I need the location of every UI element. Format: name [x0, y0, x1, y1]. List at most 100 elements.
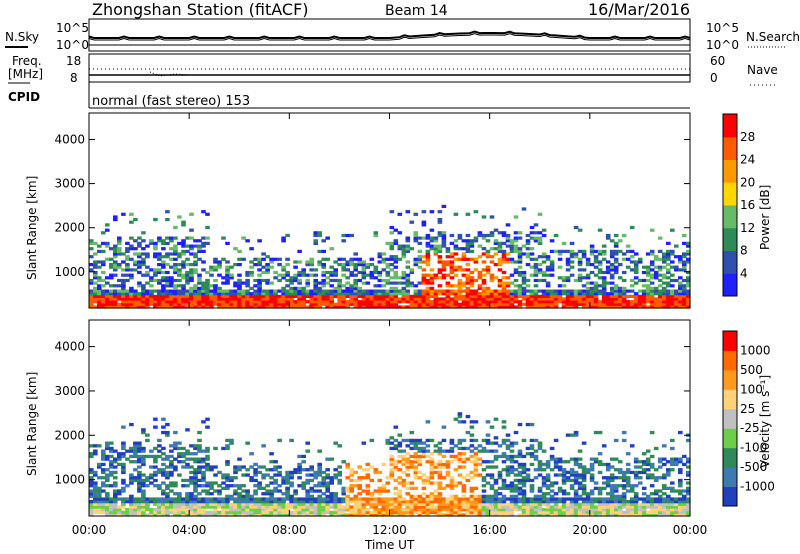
heatmap-cell — [401, 454, 407, 459]
heatmap-cell — [613, 297, 619, 301]
heatmap-cell — [525, 476, 531, 480]
heatmap-cell — [189, 505, 194, 509]
heatmap-cell — [345, 513, 350, 517]
heatmap-cell — [325, 481, 330, 485]
heatmap-cell — [465, 505, 471, 509]
heatmap-cell — [453, 444, 459, 448]
heatmap-cell — [601, 305, 607, 309]
heatmap-cell — [393, 300, 399, 304]
heatmap-cell — [221, 486, 226, 490]
heatmap-cell — [653, 446, 659, 451]
heatmap-cell — [645, 468, 651, 472]
heatmap-cell — [389, 286, 395, 290]
beam-label: Beam 14 — [385, 3, 448, 19]
heatmap-cell — [405, 444, 411, 448]
heatmap-cell — [265, 255, 270, 259]
heatmap-cell — [473, 500, 479, 504]
heatmap-cell — [185, 294, 190, 298]
heatmap-cell — [189, 300, 194, 304]
heatmap-cell — [449, 486, 455, 490]
heatmap-cell — [229, 265, 234, 269]
heatmap-cell — [605, 484, 611, 488]
colorbar-segment — [723, 350, 737, 371]
heatmap-cell — [365, 289, 371, 293]
heatmap-cell — [329, 302, 334, 306]
heatmap-cell — [397, 513, 403, 517]
heatmap-cell — [245, 497, 250, 501]
heatmap-cell — [225, 281, 230, 285]
heatmap-cell — [113, 449, 118, 453]
heatmap-cell — [461, 476, 467, 480]
heatmap-cell — [401, 297, 407, 301]
heatmap-cell — [289, 513, 294, 517]
heatmap-cell — [666, 276, 671, 280]
heatmap-cell — [393, 438, 399, 443]
heatmap-cell — [437, 481, 443, 485]
heatmap-cell — [365, 302, 371, 306]
heatmap-cell — [353, 289, 358, 293]
heatmap-cell — [261, 486, 266, 490]
heatmap-cell — [377, 284, 383, 288]
heatmap-cell — [645, 513, 651, 517]
heatmap-cell — [157, 268, 162, 272]
heatmap-cell — [449, 297, 455, 301]
heatmap-cell — [349, 263, 354, 267]
heatmap-cell — [201, 484, 206, 488]
heatmap-cell — [678, 497, 683, 501]
heatmap-cell — [381, 278, 387, 283]
heatmap-cell — [129, 297, 134, 301]
heatmap-cell — [337, 444, 342, 448]
heatmap-cell — [285, 513, 290, 517]
heatmap-cell — [649, 502, 655, 506]
heatmap-cell — [453, 257, 459, 261]
heatmap-cell — [653, 286, 659, 290]
heatmap-cell — [209, 492, 214, 496]
heatmap-cell — [125, 457, 130, 461]
heatmap-cell — [241, 300, 246, 304]
heatmap-cell — [101, 505, 106, 509]
heatmap-cell — [505, 484, 511, 488]
heatmap-cell — [589, 292, 595, 296]
heatmap-cell — [173, 468, 178, 472]
heatmap-cell — [493, 454, 499, 459]
heatmap-cell — [597, 249, 603, 253]
heatmap-cell — [609, 476, 615, 480]
heatmap-cell — [597, 452, 603, 456]
heatmap-cell — [453, 273, 459, 277]
heatmap-cell — [229, 508, 234, 512]
heatmap-cell — [245, 508, 250, 512]
heatmap-cell — [465, 305, 471, 309]
heatmap-cell — [245, 292, 250, 296]
heatmap-cell — [341, 239, 346, 243]
heatmap-cell — [641, 510, 647, 514]
heatmap-cell — [573, 255, 579, 259]
heatmap-cell — [149, 473, 154, 477]
heatmap-cell — [445, 449, 451, 453]
heatmap-cell — [257, 497, 262, 501]
heatmap-cell — [325, 236, 330, 240]
heatmap-cell — [93, 281, 98, 285]
heatmap-cell — [501, 481, 507, 485]
heatmap-cell — [645, 505, 651, 509]
heatmap-cell — [145, 292, 150, 296]
heatmap-cell — [449, 441, 455, 445]
heatmap-cell — [469, 486, 475, 490]
heatmap-cell — [265, 268, 270, 272]
heatmap-cell — [417, 281, 423, 285]
heatmap-cell — [105, 444, 110, 448]
heatmap-cell — [485, 265, 491, 269]
heatmap-cell — [617, 505, 623, 509]
heatmap-cell — [193, 260, 198, 264]
heatmap-cell — [269, 502, 274, 506]
heatmap-cell — [129, 273, 134, 277]
heatmap-cell — [662, 294, 667, 298]
heatmap-cell — [541, 468, 547, 472]
heatmap-cell — [221, 305, 226, 309]
heatmap-cell — [233, 492, 238, 496]
heatmap-cell — [317, 233, 322, 238]
heatmap-cell — [197, 484, 202, 488]
heatmap-cell — [593, 505, 599, 509]
heatmap-cell — [357, 278, 362, 283]
heatmap-cell — [109, 294, 114, 298]
heatmap-cell — [221, 476, 226, 480]
